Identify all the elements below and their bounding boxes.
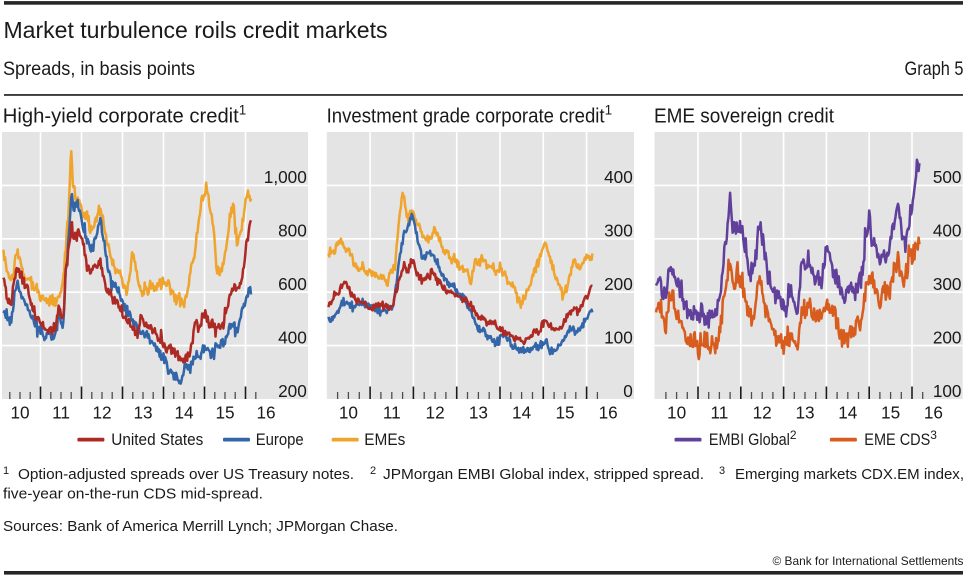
svg-text:High-yield corporate credit1: High-yield corporate credit1 [3,102,247,127]
svg-text:11: 11 [710,403,728,423]
svg-text:14: 14 [838,403,858,423]
svg-text:13: 13 [469,403,488,423]
svg-text:400: 400 [604,167,633,187]
svg-text:15: 15 [881,403,900,423]
svg-text:Sources: Bank of America Merri: Sources: Bank of America Merrill Lynch; … [3,518,398,535]
svg-text:400: 400 [933,221,962,241]
svg-text:200: 200 [278,381,307,401]
svg-text:15: 15 [555,403,574,423]
svg-text:15: 15 [215,403,234,423]
svg-text:10: 10 [667,403,686,423]
svg-text:10: 10 [339,403,358,423]
svg-text:800: 800 [278,221,307,241]
svg-text:EME sovereign credit: EME sovereign credit [654,105,834,127]
svg-text:11: 11 [383,403,401,423]
svg-text:10: 10 [10,403,29,423]
svg-text:12: 12 [92,403,111,423]
svg-text:14: 14 [174,403,194,423]
svg-text:Spreads, in basis points: Spreads, in basis points [3,58,195,80]
svg-text:0: 0 [623,381,633,401]
svg-text:12: 12 [753,403,772,423]
svg-text:100: 100 [933,381,962,401]
svg-text:EME CDS3: EME CDS3 [864,428,937,449]
svg-text:300: 300 [604,221,633,241]
svg-text:five-year on-the-run CDS mid-s: five-year on-the-run CDS mid-spread. [3,486,263,503]
svg-text:16: 16 [924,403,943,423]
svg-text:12: 12 [426,403,445,423]
svg-text:200: 200 [933,327,962,347]
svg-text:Europe: Europe [256,430,304,449]
svg-text:Investment grade corporate cre: Investment grade corporate credit1 [327,102,613,127]
svg-text:1,000: 1,000 [264,167,307,187]
svg-text:© Bank for International Settl: © Bank for International Settlements [773,554,964,568]
svg-text:14: 14 [512,403,532,423]
svg-text:11: 11 [52,403,70,423]
svg-text:EMBI Global2: EMBI Global2 [709,428,797,449]
svg-text:13: 13 [795,403,814,423]
svg-text:EMEs: EMEs [364,430,405,449]
svg-text:300: 300 [933,274,962,294]
svg-text:400: 400 [278,327,307,347]
svg-text:500: 500 [933,167,962,187]
svg-text:Graph 5: Graph 5 [905,58,964,80]
svg-text:200: 200 [604,274,633,294]
svg-text:100: 100 [604,327,633,347]
svg-text:13: 13 [133,403,152,423]
svg-text:600: 600 [278,274,307,294]
svg-text:United States: United States [111,430,203,449]
svg-text:Market turbulence roils credit: Market turbulence roils credit markets [4,17,388,43]
svg-text:16: 16 [599,403,618,423]
svg-text:16: 16 [256,403,275,423]
